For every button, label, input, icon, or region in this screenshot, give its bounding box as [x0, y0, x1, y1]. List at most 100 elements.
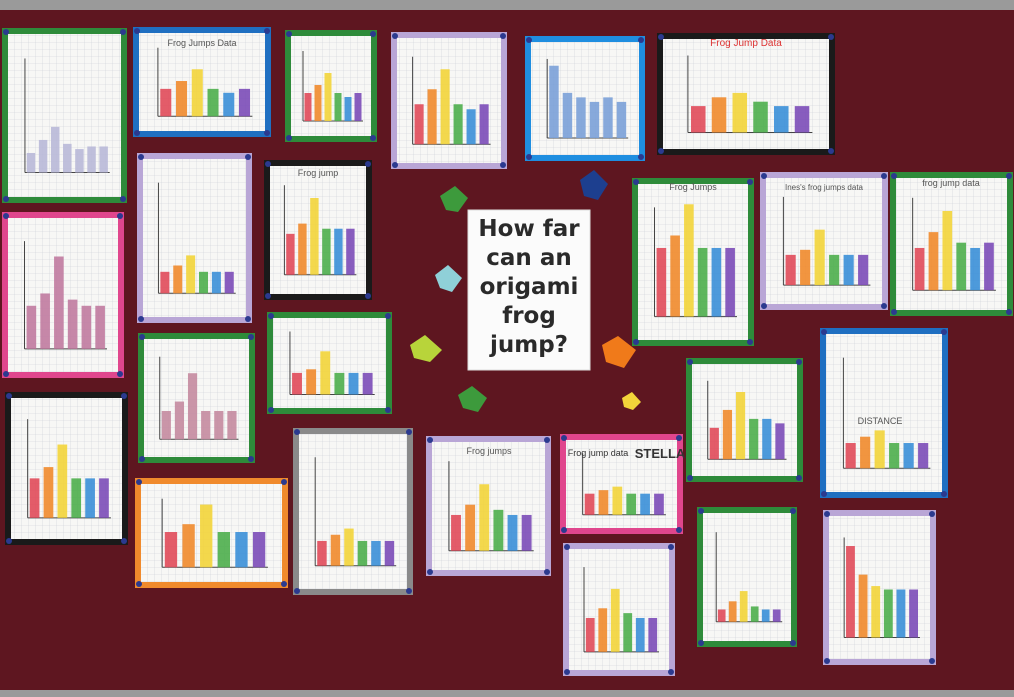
drawn-bar: [453, 104, 463, 145]
drawn-bar: [623, 613, 633, 652]
push-pin: [658, 148, 664, 154]
push-pin: [676, 527, 682, 533]
paper-title: Ines's frog jumps data: [785, 183, 864, 192]
drawn-bar: [87, 146, 96, 173]
push-pin: [544, 569, 550, 575]
push-pin: [121, 538, 127, 544]
drawn-bar: [40, 293, 50, 349]
push-pin: [245, 154, 251, 160]
drawn-bar: [871, 586, 881, 638]
push-pin: [406, 588, 412, 594]
push-pin: [561, 527, 567, 533]
drawn-bar: [298, 223, 307, 275]
drawn-bar: [71, 478, 82, 518]
push-pin: [136, 479, 142, 485]
push-pin: [761, 303, 767, 309]
push-pin: [658, 34, 664, 40]
sign-paper: [467, 209, 591, 371]
drawn-bar: [762, 418, 772, 460]
drawn-bar: [735, 392, 746, 460]
drawn-bar: [626, 493, 637, 515]
push-pin: [117, 371, 123, 377]
drawn-bar: [414, 104, 424, 145]
drawn-bar: [26, 152, 36, 173]
drawn-bar: [493, 509, 504, 551]
push-pin: [824, 658, 830, 664]
drawn-bar: [304, 93, 312, 121]
push-pin: [790, 640, 796, 646]
drawn-bar: [346, 228, 355, 275]
push-pin: [796, 475, 802, 481]
drawn-bar: [717, 609, 726, 622]
drawn-bar: [223, 92, 235, 117]
push-pin: [385, 407, 391, 413]
drawn-bar: [896, 589, 906, 638]
push-pin: [881, 173, 887, 179]
drawn-bar: [774, 106, 789, 133]
drawn-bar: [201, 410, 211, 440]
push-pin: [638, 37, 644, 43]
push-pin: [139, 456, 145, 462]
papers: [2, 27, 1013, 676]
drawn-bar: [610, 588, 620, 652]
drawn-bar: [942, 211, 953, 291]
drawn-bar: [785, 254, 796, 286]
push-pin: [941, 329, 947, 335]
drawn-bar: [207, 88, 219, 117]
push-pin: [676, 435, 682, 441]
drawn-bar: [479, 484, 490, 551]
drawn-bar: [173, 265, 183, 294]
push-pin: [698, 508, 704, 514]
origami-frog: [602, 336, 636, 368]
drawn-bar: [161, 410, 171, 440]
origami-frog: [622, 392, 641, 410]
push-pin: [370, 31, 376, 37]
push-pin: [268, 407, 274, 413]
drawn-bar: [50, 126, 60, 173]
push-pin: [891, 309, 897, 315]
push-pin: [761, 173, 767, 179]
drawn-bar: [928, 232, 939, 291]
push-pin: [828, 34, 834, 40]
drawn-bar: [160, 88, 172, 117]
push-pin: [286, 135, 292, 141]
sign-line: jump?: [489, 332, 568, 358]
push-pin: [828, 148, 834, 154]
drawn-bar: [357, 540, 368, 566]
push-pin: [526, 37, 532, 43]
drawn-bar: [38, 139, 48, 173]
drawn-bar: [883, 589, 893, 638]
push-pin: [134, 130, 140, 136]
push-pin: [929, 658, 935, 664]
drawn-bar: [874, 430, 885, 469]
drawn-bar: [521, 514, 532, 551]
push-pin: [392, 33, 398, 39]
push-pin: [633, 179, 639, 185]
drawn-bar: [691, 106, 706, 133]
drawn-bar: [174, 401, 185, 440]
drawn-bar: [99, 478, 109, 518]
push-pin: [120, 196, 126, 202]
drawn-bar: [753, 101, 768, 133]
push-pin: [698, 640, 704, 646]
push-pin: [136, 581, 142, 587]
drawn-bar: [562, 92, 573, 139]
push-pin: [427, 437, 433, 443]
drawn-bar: [324, 73, 332, 121]
drawn-bar: [845, 443, 856, 469]
drawn-bar: [199, 271, 209, 294]
push-pin: [561, 435, 567, 441]
push-pin: [526, 154, 532, 160]
drawn-bar: [227, 410, 237, 440]
push-pin: [687, 475, 693, 481]
push-pin: [3, 371, 9, 377]
drawn-bar: [292, 372, 302, 395]
drawn-bar: [829, 254, 840, 286]
drawn-bar: [711, 97, 727, 133]
origami-frog: [410, 335, 442, 362]
drawn-bar: [725, 247, 735, 317]
paper-title: STELLA: [635, 446, 686, 461]
push-pin: [500, 162, 506, 168]
